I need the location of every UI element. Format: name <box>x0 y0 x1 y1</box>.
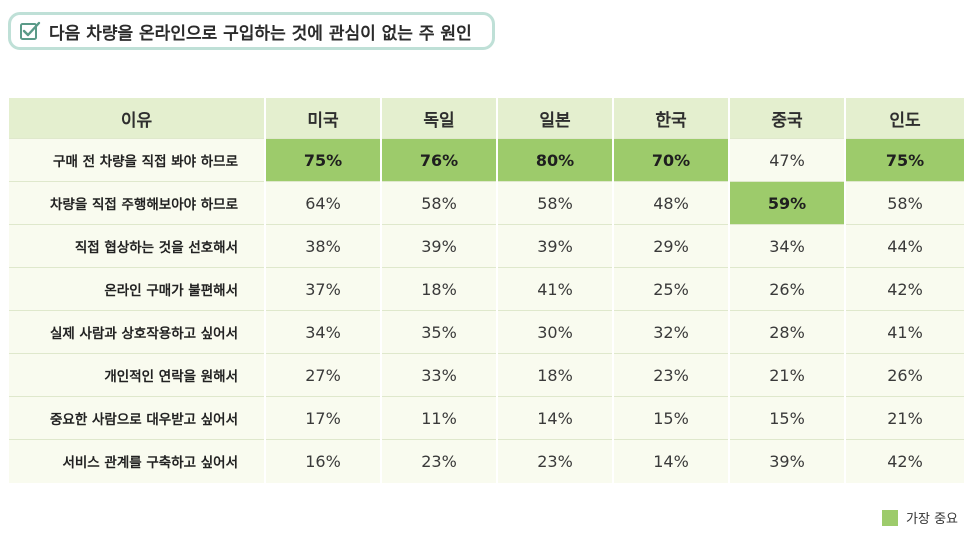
reason-cell: 차량을 직접 주행해보아야 하므로 <box>7 181 266 225</box>
value-cell: 34% <box>728 224 846 268</box>
value-cell: 39% <box>380 224 498 268</box>
value-cell: 30% <box>496 310 614 354</box>
value-cell: 11% <box>380 396 498 440</box>
value-cell: 41% <box>496 267 614 311</box>
reason-cell: 직접 협상하는 것을 선호해서 <box>7 224 266 268</box>
value-cell: 17% <box>264 396 382 440</box>
value-cell: 28% <box>728 310 846 354</box>
value-cell: 27% <box>264 353 382 397</box>
value-cell: 21% <box>844 396 966 440</box>
reason-cell: 중요한 사람으로 대우받고 싶어서 <box>7 396 266 440</box>
value-cell-highlighted: 80% <box>496 138 614 182</box>
legend-label: 가장 중요 <box>906 512 958 527</box>
reason-cell: 온라인 구매가 불편해서 <box>7 267 266 311</box>
legend-swatch <box>882 509 899 526</box>
value-cell: 37% <box>264 267 382 311</box>
value-cell: 18% <box>380 267 498 311</box>
value-cell-highlighted: 75% <box>264 138 382 182</box>
table-row: 서비스 관계를 구축하고 싶어서 16% 23% 23% 14% 39% 42% <box>7 439 966 483</box>
value-cell-highlighted: 76% <box>380 138 498 182</box>
header-usa: 미국 <box>264 98 382 139</box>
legend: 가장 중요 <box>882 508 958 527</box>
table-row: 온라인 구매가 불편해서 37% 18% 41% 25% 26% 42% <box>7 267 966 311</box>
value-cell: 39% <box>496 224 614 268</box>
value-cell: 44% <box>844 224 966 268</box>
value-cell: 58% <box>496 181 614 225</box>
value-cell: 14% <box>612 439 730 483</box>
table-row: 차량을 직접 주행해보아야 하므로 64% 58% 58% 48% 59% 58… <box>7 181 966 225</box>
value-cell: 38% <box>264 224 382 268</box>
value-cell-highlighted: 59% <box>728 181 846 225</box>
value-cell: 58% <box>380 181 498 225</box>
value-cell: 14% <box>496 396 614 440</box>
value-cell: 15% <box>728 396 846 440</box>
value-cell: 42% <box>844 439 966 483</box>
value-cell: 35% <box>380 310 498 354</box>
reasons-table: 이유 미국 독일 일본 한국 중국 인도 구매 전 차량을 직접 봐야 하므로 … <box>7 98 966 483</box>
header-china: 중국 <box>728 98 846 139</box>
value-cell: 25% <box>612 267 730 311</box>
value-cell: 39% <box>728 439 846 483</box>
value-cell: 42% <box>844 267 966 311</box>
value-cell: 41% <box>844 310 966 354</box>
value-cell: 23% <box>612 353 730 397</box>
value-cell-highlighted: 75% <box>844 138 966 182</box>
header-korea: 한국 <box>612 98 730 139</box>
value-cell-highlighted: 70% <box>612 138 730 182</box>
value-cell: 33% <box>380 353 498 397</box>
header-japan: 일본 <box>496 98 614 139</box>
value-cell: 16% <box>264 439 382 483</box>
reason-cell: 구매 전 차량을 직접 봐야 하므로 <box>7 138 266 182</box>
table-row: 개인적인 연락을 원해서 27% 33% 18% 23% 21% 26% <box>7 353 966 397</box>
value-cell: 18% <box>496 353 614 397</box>
table-row: 구매 전 차량을 직접 봐야 하므로 75% 76% 80% 70% 47% 7… <box>7 138 966 182</box>
reason-cell: 실제 사람과 상호작용하고 싶어서 <box>7 310 266 354</box>
checkbox-checked-icon <box>20 21 41 40</box>
value-cell: 26% <box>728 267 846 311</box>
header-reason: 이유 <box>7 98 266 139</box>
table-header-row: 이유 미국 독일 일본 한국 중국 인도 <box>7 98 966 139</box>
header-germany: 독일 <box>380 98 498 139</box>
value-cell: 23% <box>496 439 614 483</box>
title-box: 다음 차량을 온라인으로 구입하는 것에 관심이 없는 주 원인 <box>8 12 495 50</box>
table-row: 실제 사람과 상호작용하고 싶어서 34% 35% 30% 32% 28% 41… <box>7 310 966 354</box>
header-india: 인도 <box>844 98 966 139</box>
value-cell: 64% <box>264 181 382 225</box>
value-cell: 58% <box>844 181 966 225</box>
value-cell: 34% <box>264 310 382 354</box>
table-row: 직접 협상하는 것을 선호해서 38% 39% 39% 29% 34% 44% <box>7 224 966 268</box>
value-cell: 23% <box>380 439 498 483</box>
page-title: 다음 차량을 온라인으로 구입하는 것에 관심이 없는 주 원인 <box>49 23 472 44</box>
value-cell: 29% <box>612 224 730 268</box>
reason-cell: 개인적인 연락을 원해서 <box>7 353 266 397</box>
value-cell: 21% <box>728 353 846 397</box>
value-cell: 32% <box>612 310 730 354</box>
reason-cell: 서비스 관계를 구축하고 싶어서 <box>7 439 266 483</box>
value-cell: 48% <box>612 181 730 225</box>
value-cell: 47% <box>728 138 846 182</box>
table-row: 중요한 사람으로 대우받고 싶어서 17% 11% 14% 15% 15% 21… <box>7 396 966 440</box>
value-cell: 15% <box>612 396 730 440</box>
value-cell: 26% <box>844 353 966 397</box>
